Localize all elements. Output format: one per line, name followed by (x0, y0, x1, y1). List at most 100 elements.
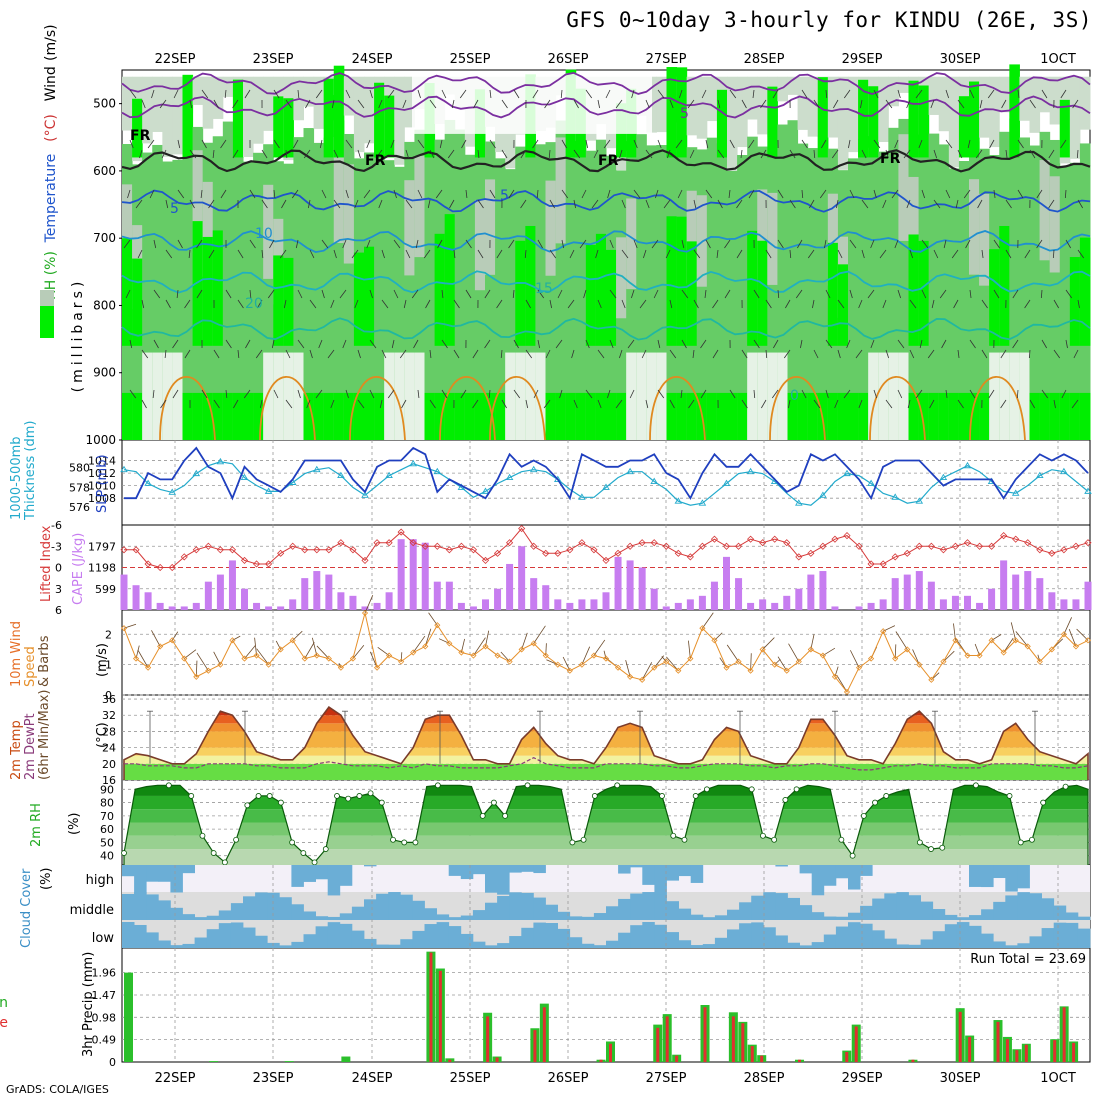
rh-ylabel: 2m RH (29, 803, 44, 847)
rh-fill (343, 164, 355, 264)
rh-fill (243, 392, 254, 440)
cape-bar (1024, 571, 1032, 610)
precip-convective-bar (741, 1023, 745, 1062)
wind-barb (387, 389, 395, 399)
cape-bar (241, 588, 248, 610)
wind-barb (1000, 349, 1007, 359)
wind-barb (981, 249, 984, 259)
wind-barb (801, 139, 808, 149)
rh-fill (132, 392, 143, 440)
cloud-mid-block (388, 892, 401, 920)
wind-barb (573, 399, 578, 409)
wind-barb (465, 189, 468, 199)
wind-barb (295, 239, 299, 249)
wind-barb (581, 189, 587, 199)
li-point (168, 563, 176, 572)
wind-barb (821, 139, 827, 149)
rh-fill (807, 148, 819, 440)
cloud-low-block (509, 936, 522, 948)
wind-barb (429, 349, 432, 359)
wind-barb (141, 299, 145, 309)
cape-bar (578, 599, 586, 610)
wind-barb (663, 199, 671, 209)
wind-barb (453, 349, 460, 359)
cloud-low-block (932, 931, 946, 948)
wind-barb (508, 239, 515, 249)
cloud-mid-block (799, 905, 813, 920)
cloud-high-block (485, 865, 498, 893)
cape-bar (626, 560, 634, 610)
wind-barb (741, 99, 747, 109)
cloud-low-block (170, 945, 183, 948)
temp-ylabel: 2m Temp 2m DewPt (6hr Min/Max) (9, 690, 52, 780)
wind-barb (593, 149, 599, 159)
li-point (409, 539, 417, 547)
cape-bar (469, 606, 477, 610)
li-point (867, 560, 875, 568)
precip-convective-bar (996, 1021, 1000, 1062)
wind-barb (867, 289, 875, 299)
wind-barb (1053, 349, 1061, 359)
cloud-low-block (218, 923, 232, 948)
cloud-level-label: high (86, 873, 114, 888)
wind-barb (861, 149, 867, 159)
rh-fill (253, 76, 264, 144)
rh-fill (817, 135, 829, 440)
li-point (469, 546, 478, 554)
wind-speed-point (205, 667, 212, 674)
rh-fill (1009, 64, 1020, 158)
rh-fill (898, 118, 909, 441)
rh-fill (656, 76, 667, 133)
cape-bar (518, 546, 526, 610)
wind-barb (736, 249, 743, 259)
cloud-mid-block (424, 908, 437, 920)
wind-barb (429, 99, 437, 109)
wind-barb (333, 249, 337, 259)
rh-fill (555, 120, 567, 440)
rh-fill (1059, 99, 1071, 158)
cloud-mid-block (956, 917, 970, 920)
precip-convective-bar (675, 1055, 679, 1062)
wind-barb (460, 389, 467, 399)
wind-barb (1005, 249, 1012, 259)
wind-barb (259, 399, 263, 409)
cloud-low-block (230, 922, 244, 948)
wind-barb (834, 399, 839, 409)
wind-barb (846, 339, 851, 349)
wind-speed-point (940, 658, 947, 665)
cape-bar (819, 571, 827, 610)
wind-barb (585, 339, 590, 349)
cloud-high-block (497, 865, 510, 895)
rh-point (973, 782, 979, 789)
wind-barb (137, 649, 149, 668)
wind-barb (273, 89, 280, 99)
wind-barb (297, 389, 301, 399)
li-point (795, 553, 803, 561)
thickness-point (1011, 489, 1020, 496)
wind-barb (860, 99, 863, 109)
li-point (590, 546, 598, 554)
rh-fill (212, 392, 224, 440)
wind-barb (689, 149, 695, 159)
thickness-point (819, 491, 827, 498)
cloud-high-block (775, 865, 788, 867)
cloud-low-block (993, 941, 1006, 948)
precip-convective-bar (599, 1059, 603, 1062)
cloud-low-block (860, 923, 873, 948)
cloud-low-block (1077, 928, 1091, 948)
cape-bar (349, 595, 357, 610)
cloud-low-block (279, 945, 292, 948)
wind-barb (882, 199, 887, 209)
cloud-units-text: (%) (39, 868, 54, 891)
wind-ylabel-2: Speed (23, 646, 38, 687)
wind-barb (945, 89, 950, 99)
wind-speed-point (759, 646, 766, 653)
wind-barb (141, 99, 146, 109)
cloud-mid-block (194, 917, 208, 920)
wind-barb (189, 149, 197, 159)
precip-convective-bar (760, 1055, 764, 1062)
rh-fill (827, 76, 839, 138)
precip-convective-bar (911, 1059, 915, 1062)
wind-barb (1015, 631, 1029, 647)
wind-speed-line (123, 612, 1089, 693)
